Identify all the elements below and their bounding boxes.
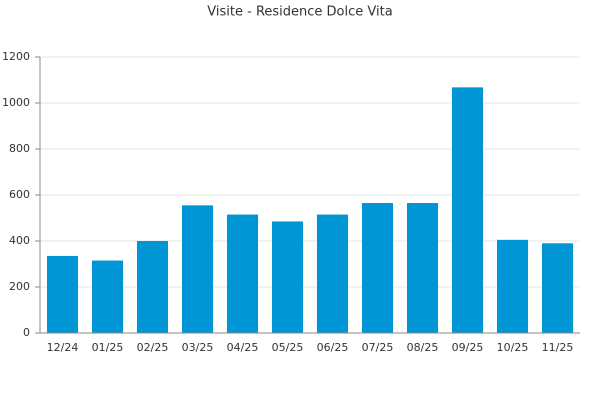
x-tick-label: 05/25 (272, 341, 304, 354)
y-tick-label: 200 (9, 280, 30, 293)
bar (91, 260, 124, 333)
x-tick-label: 12/24 (47, 341, 79, 354)
x-tick-label: 11/25 (542, 341, 574, 354)
bar (46, 255, 79, 333)
x-tick-label: 09/25 (452, 341, 484, 354)
x-tick-label: 01/25 (92, 341, 124, 354)
y-tick-label: 800 (9, 142, 30, 155)
x-tick-label: 03/25 (182, 341, 214, 354)
y-tick-label: 1200 (2, 50, 30, 63)
bar (361, 203, 394, 333)
y-tick-label: 400 (9, 234, 30, 247)
y-tick-label: 600 (9, 188, 30, 201)
bar (496, 239, 529, 333)
x-tick-label: 10/25 (497, 341, 529, 354)
bar (541, 243, 574, 333)
bar (271, 221, 304, 333)
y-tick-label: 1000 (2, 96, 30, 109)
x-tick-label: 07/25 (362, 341, 394, 354)
x-tick-label: 06/25 (317, 341, 349, 354)
bar (136, 241, 169, 333)
bar (451, 87, 484, 333)
y-tick-label: 0 (23, 326, 30, 339)
x-tick-label: 02/25 (137, 341, 169, 354)
chart-title: Visite - Residence Dolce Vita (207, 5, 392, 20)
bar (316, 214, 349, 333)
bar (226, 214, 259, 333)
x-tick-label: 04/25 (227, 341, 259, 354)
x-tick-label: 08/25 (407, 341, 439, 354)
bar (406, 203, 439, 333)
bar (181, 205, 214, 333)
